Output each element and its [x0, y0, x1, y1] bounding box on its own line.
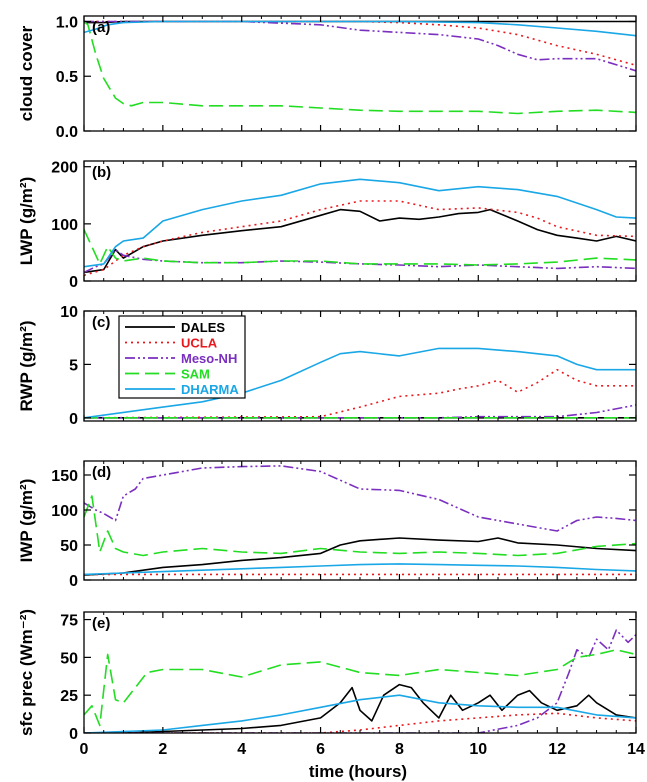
y-tick-label: 200	[51, 160, 78, 177]
series-line-dales	[84, 208, 636, 274]
y-tick-label: 0	[69, 573, 78, 590]
x-tick-label: 12	[548, 741, 566, 758]
x-tick-label: 14	[627, 741, 645, 758]
x-tick-label: 6	[316, 741, 325, 758]
y-axis-label: LWP (g/m²)	[17, 177, 36, 265]
panel-2: 0 100 200 (b) LWP (g/m²)	[17, 160, 637, 291]
y-tick-label: 50	[60, 650, 78, 667]
series-line-sam	[84, 229, 636, 266]
y-tick-label: 0.0	[56, 124, 78, 141]
panel-3: 0 5 10 (c) RWP (g/m²)	[17, 304, 637, 428]
series-line-ucla	[84, 368, 636, 419]
y-tick-label: 10	[60, 304, 78, 321]
y-axis-label: sfc prec (Wm⁻²)	[17, 609, 36, 736]
legend-label: Meso-NH	[181, 351, 237, 366]
series-line-sam	[84, 495, 636, 557]
x-axis-label: time (hours)	[309, 762, 407, 781]
panel-label: (e)	[92, 615, 110, 632]
panel-label: (c)	[92, 314, 110, 331]
x-tick-label: 4	[237, 741, 246, 758]
x-tick-label: 0	[80, 741, 89, 758]
plot-frame	[83, 15, 637, 132]
y-tick-label: 0	[69, 411, 78, 428]
series-line-meso-nh	[84, 248, 636, 274]
y-tick-label: 5	[69, 357, 78, 374]
plot-frame	[83, 611, 637, 734]
x-tick-label: 8	[395, 741, 404, 758]
series-line-meso-nh	[84, 465, 636, 532]
series-group	[84, 629, 636, 733]
series-group	[84, 20, 636, 115]
y-tick-label: 25	[60, 688, 78, 705]
panel-label: (b)	[92, 164, 111, 181]
y-tick-label: 75	[60, 613, 78, 630]
x-tick-label: 2	[158, 741, 167, 758]
series-line-meso-nh	[84, 629, 636, 733]
panel-1: 0.0 0.5 1.0 (a) cloud cover	[17, 14, 637, 141]
y-tick-label: 0	[69, 274, 78, 291]
y-axis-label: IWP (g/m²)	[17, 479, 36, 563]
y-tick-label: 0	[69, 726, 78, 743]
x-tick-label: 10	[469, 741, 487, 758]
legend-label: DHARMA	[181, 382, 239, 397]
y-tick-label: 1.0	[56, 14, 78, 31]
panel-label: (d)	[92, 464, 111, 481]
y-tick-label: 100	[51, 217, 78, 234]
series-line-meso-nh	[84, 404, 636, 419]
series-line-ucla	[84, 712, 636, 733]
series-line-sam	[84, 20, 636, 115]
series-line-dales	[84, 537, 636, 576]
series-line-dales	[84, 683, 636, 733]
series-group	[84, 178, 636, 277]
series-line-sam	[84, 648, 636, 727]
series-line-dharma	[84, 178, 636, 268]
legend-box	[118, 315, 246, 399]
panel-5: 0 25 50 75 (e) sfc prec (Wm⁻²)	[17, 609, 637, 743]
y-tick-label: 50	[60, 538, 78, 555]
y-axis-label: cloud cover	[17, 25, 36, 121]
series-line-dharma	[84, 563, 636, 576]
legend-label: DALES	[181, 320, 225, 335]
y-axis-label: RWP (g/m²)	[17, 321, 36, 412]
panel-4: 0 50 100 150 (d) IWP (g/m²)	[17, 460, 637, 590]
series-line-dharma	[84, 20, 636, 37]
y-tick-label: 150	[51, 468, 78, 485]
legend-label: UCLA	[181, 336, 218, 351]
y-tick-label: 0.5	[56, 69, 78, 86]
legend-label: SAM	[181, 367, 210, 382]
plot-frame	[83, 460, 637, 581]
panel-label: (a)	[92, 19, 110, 36]
series-group	[84, 465, 636, 576]
y-tick-label: 100	[51, 503, 78, 520]
series-line-dharma	[84, 694, 636, 733]
series-line-meso-nh	[84, 20, 636, 72]
